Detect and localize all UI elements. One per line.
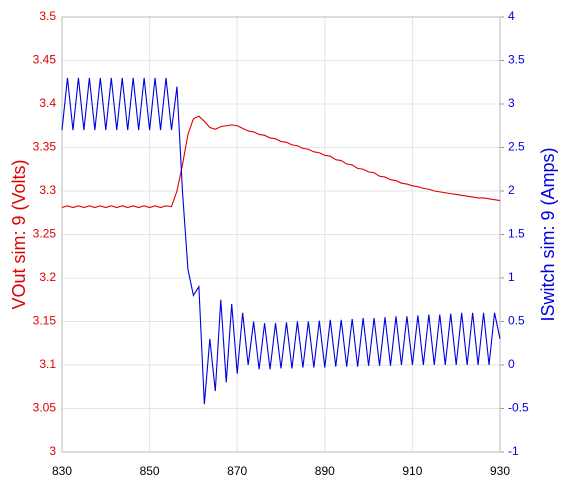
y2-tick-label: 1 bbox=[508, 270, 515, 284]
y-tick-label: 3.45 bbox=[33, 53, 57, 67]
axis-label: VOut sim: 9 (Volts) bbox=[9, 159, 29, 309]
x-tick-label: 890 bbox=[315, 464, 335, 478]
y2-tick-label: 0.5 bbox=[508, 314, 525, 328]
y-tick-label: 3.5 bbox=[39, 9, 56, 23]
y-tick-label: 3.35 bbox=[33, 140, 57, 154]
y2-tick-label: -1 bbox=[508, 444, 519, 458]
y2-tick-label: 3.5 bbox=[508, 53, 525, 67]
y-tick-label: 3.4 bbox=[39, 96, 56, 110]
y-tick-label: 3.15 bbox=[33, 314, 57, 328]
y-tick-label: 3.2 bbox=[39, 270, 56, 284]
plot-frame bbox=[61, 16, 501, 453]
y-tick-label: 3.25 bbox=[33, 227, 57, 241]
y2-tick-label: 2 bbox=[508, 183, 515, 197]
y2-tick-label: 4 bbox=[508, 9, 515, 23]
x-tick-label: 910 bbox=[402, 464, 422, 478]
data-line bbox=[61, 115, 501, 209]
x-tick-label: 870 bbox=[227, 464, 247, 478]
y2-tick-label: -0.5 bbox=[508, 401, 529, 415]
axis-label: ISwitch sim: 9 (Amps) bbox=[538, 147, 558, 321]
y-tick-label: 3.05 bbox=[33, 401, 57, 415]
y2-tick-label: 2.5 bbox=[508, 140, 525, 154]
y2-tick-label: 0 bbox=[508, 357, 515, 371]
y-tick-label: 3 bbox=[49, 444, 56, 458]
y2-tick-label: 1.5 bbox=[508, 227, 525, 241]
x-tick-label: 830 bbox=[52, 464, 72, 478]
y-tick-label: 3.1 bbox=[39, 357, 56, 371]
x-tick-label: 850 bbox=[140, 464, 160, 478]
data-line bbox=[61, 77, 501, 405]
y2-tick-label: 3 bbox=[508, 96, 515, 110]
x-tick-label: 930 bbox=[490, 464, 510, 478]
y-tick-label: 3.3 bbox=[39, 183, 56, 197]
